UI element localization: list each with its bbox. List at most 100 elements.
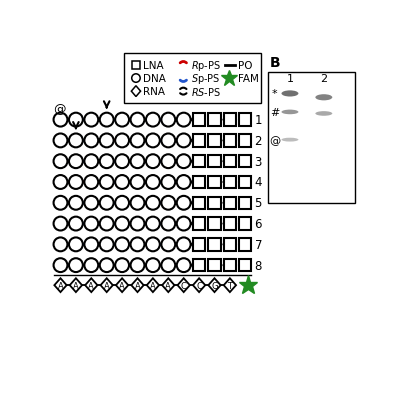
Circle shape [115, 155, 129, 169]
Text: $\it{S}$p-PS: $\it{S}$p-PS [191, 72, 220, 86]
Ellipse shape [281, 91, 298, 97]
Circle shape [146, 259, 160, 272]
Circle shape [115, 259, 129, 272]
Bar [239, 239, 251, 251]
Bar [208, 239, 220, 251]
Circle shape [146, 176, 160, 189]
Circle shape [69, 217, 83, 231]
Circle shape [130, 134, 144, 148]
Bar [223, 239, 235, 251]
Text: 1: 1 [254, 114, 261, 127]
Bar [208, 259, 220, 271]
Circle shape [161, 113, 175, 127]
Polygon shape [131, 279, 143, 292]
Ellipse shape [281, 110, 298, 115]
Text: DNA: DNA [142, 74, 165, 84]
Bar [223, 197, 235, 209]
Circle shape [130, 155, 144, 169]
Text: 2: 2 [254, 135, 261, 148]
Polygon shape [223, 279, 235, 292]
Circle shape [176, 259, 190, 272]
Polygon shape [192, 279, 205, 292]
Circle shape [99, 217, 113, 231]
Bar [192, 197, 205, 209]
Bar [192, 135, 205, 147]
Bar [192, 176, 205, 189]
Circle shape [115, 134, 129, 148]
Circle shape [146, 217, 160, 231]
Circle shape [161, 176, 175, 189]
Text: B: B [269, 56, 280, 70]
Circle shape [84, 196, 98, 210]
Text: A: A [103, 281, 109, 290]
Circle shape [115, 113, 129, 127]
Circle shape [69, 134, 83, 148]
Bar [223, 114, 235, 126]
Text: C: C [196, 281, 202, 290]
Circle shape [161, 238, 175, 252]
Bar [239, 156, 251, 168]
Circle shape [99, 259, 113, 272]
Text: T: T [227, 281, 232, 290]
Text: RNA: RNA [142, 87, 164, 97]
Polygon shape [85, 279, 97, 292]
Circle shape [69, 238, 83, 252]
Text: 7: 7 [254, 238, 261, 251]
Bar [223, 218, 235, 230]
Text: 2: 2 [320, 74, 326, 84]
Circle shape [84, 134, 98, 148]
Bar [239, 259, 251, 271]
Bar [239, 218, 251, 230]
Circle shape [130, 217, 144, 231]
Bar [208, 176, 220, 189]
Text: G: G [211, 281, 217, 290]
Text: A: A [150, 281, 155, 290]
Text: *: * [271, 89, 277, 99]
Bar [239, 135, 251, 147]
Circle shape [99, 155, 113, 169]
Text: C: C [180, 281, 186, 290]
Circle shape [53, 259, 67, 272]
Bar [192, 114, 205, 126]
Circle shape [146, 196, 160, 210]
Bar [239, 114, 251, 126]
Circle shape [146, 134, 160, 148]
Bar [223, 156, 235, 168]
Circle shape [161, 259, 175, 272]
Polygon shape [208, 279, 220, 292]
Bar [124, 53, 261, 103]
Circle shape [53, 217, 67, 231]
Circle shape [130, 113, 144, 127]
Circle shape [115, 176, 129, 189]
Ellipse shape [314, 95, 332, 101]
Circle shape [176, 217, 190, 231]
Circle shape [176, 134, 190, 148]
Text: A: A [134, 281, 140, 290]
Circle shape [99, 113, 113, 127]
Circle shape [161, 134, 175, 148]
Circle shape [53, 176, 67, 189]
Circle shape [69, 259, 83, 272]
Circle shape [69, 196, 83, 210]
Text: #: # [269, 107, 279, 117]
Circle shape [53, 113, 67, 127]
Circle shape [115, 238, 129, 252]
Circle shape [84, 217, 98, 231]
Text: 1: 1 [286, 74, 293, 84]
Bar [192, 218, 205, 230]
Circle shape [176, 238, 190, 252]
Circle shape [84, 113, 98, 127]
Text: 4: 4 [254, 176, 261, 189]
Polygon shape [162, 279, 174, 292]
Circle shape [130, 238, 144, 252]
Text: PO: PO [237, 61, 251, 71]
Bar [132, 62, 140, 70]
Circle shape [84, 176, 98, 189]
Text: A: A [165, 281, 171, 290]
Circle shape [146, 113, 160, 127]
Bar [192, 156, 205, 168]
Text: 3: 3 [254, 155, 261, 168]
Text: 5: 5 [254, 197, 261, 210]
Text: 6: 6 [254, 217, 261, 231]
Polygon shape [146, 279, 159, 292]
